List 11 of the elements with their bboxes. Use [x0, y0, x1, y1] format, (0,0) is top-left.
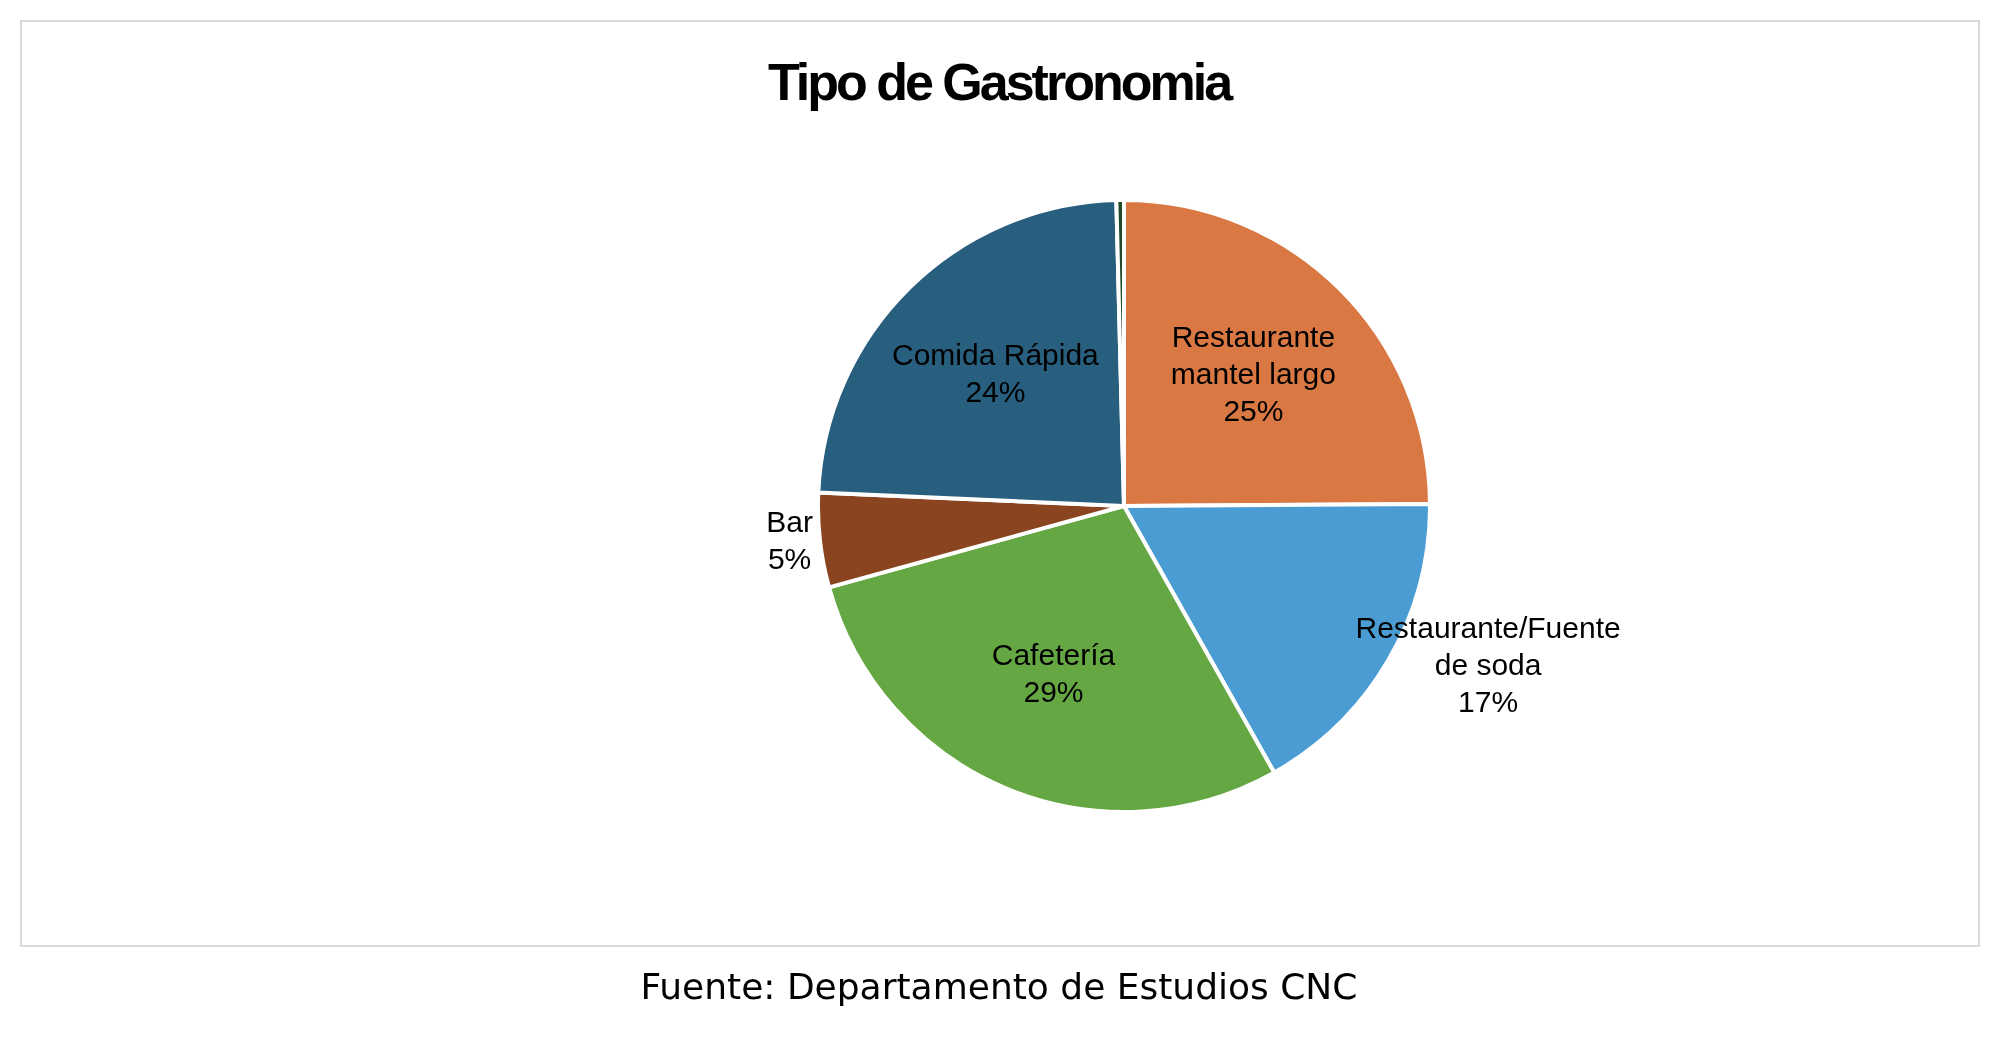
- data-label: 29%: [1023, 675, 1084, 709]
- data-label: 25%: [1223, 394, 1284, 428]
- source-note: Fuente: Departamento de Estudios CNC: [639, 966, 1359, 1007]
- data-label: 17%: [1458, 685, 1519, 719]
- data-label: 24%: [965, 374, 1026, 408]
- slice-label: Comida Rápida: [892, 337, 1100, 371]
- slice-label: Bar: [766, 504, 813, 538]
- slice-label: Restaurante mantel largo: [1170, 320, 1336, 391]
- data-label: 5%: [767, 541, 812, 575]
- slice-label: Cafetería: [991, 638, 1116, 672]
- chart-title: Tipo de Gastronomia: [766, 52, 1232, 112]
